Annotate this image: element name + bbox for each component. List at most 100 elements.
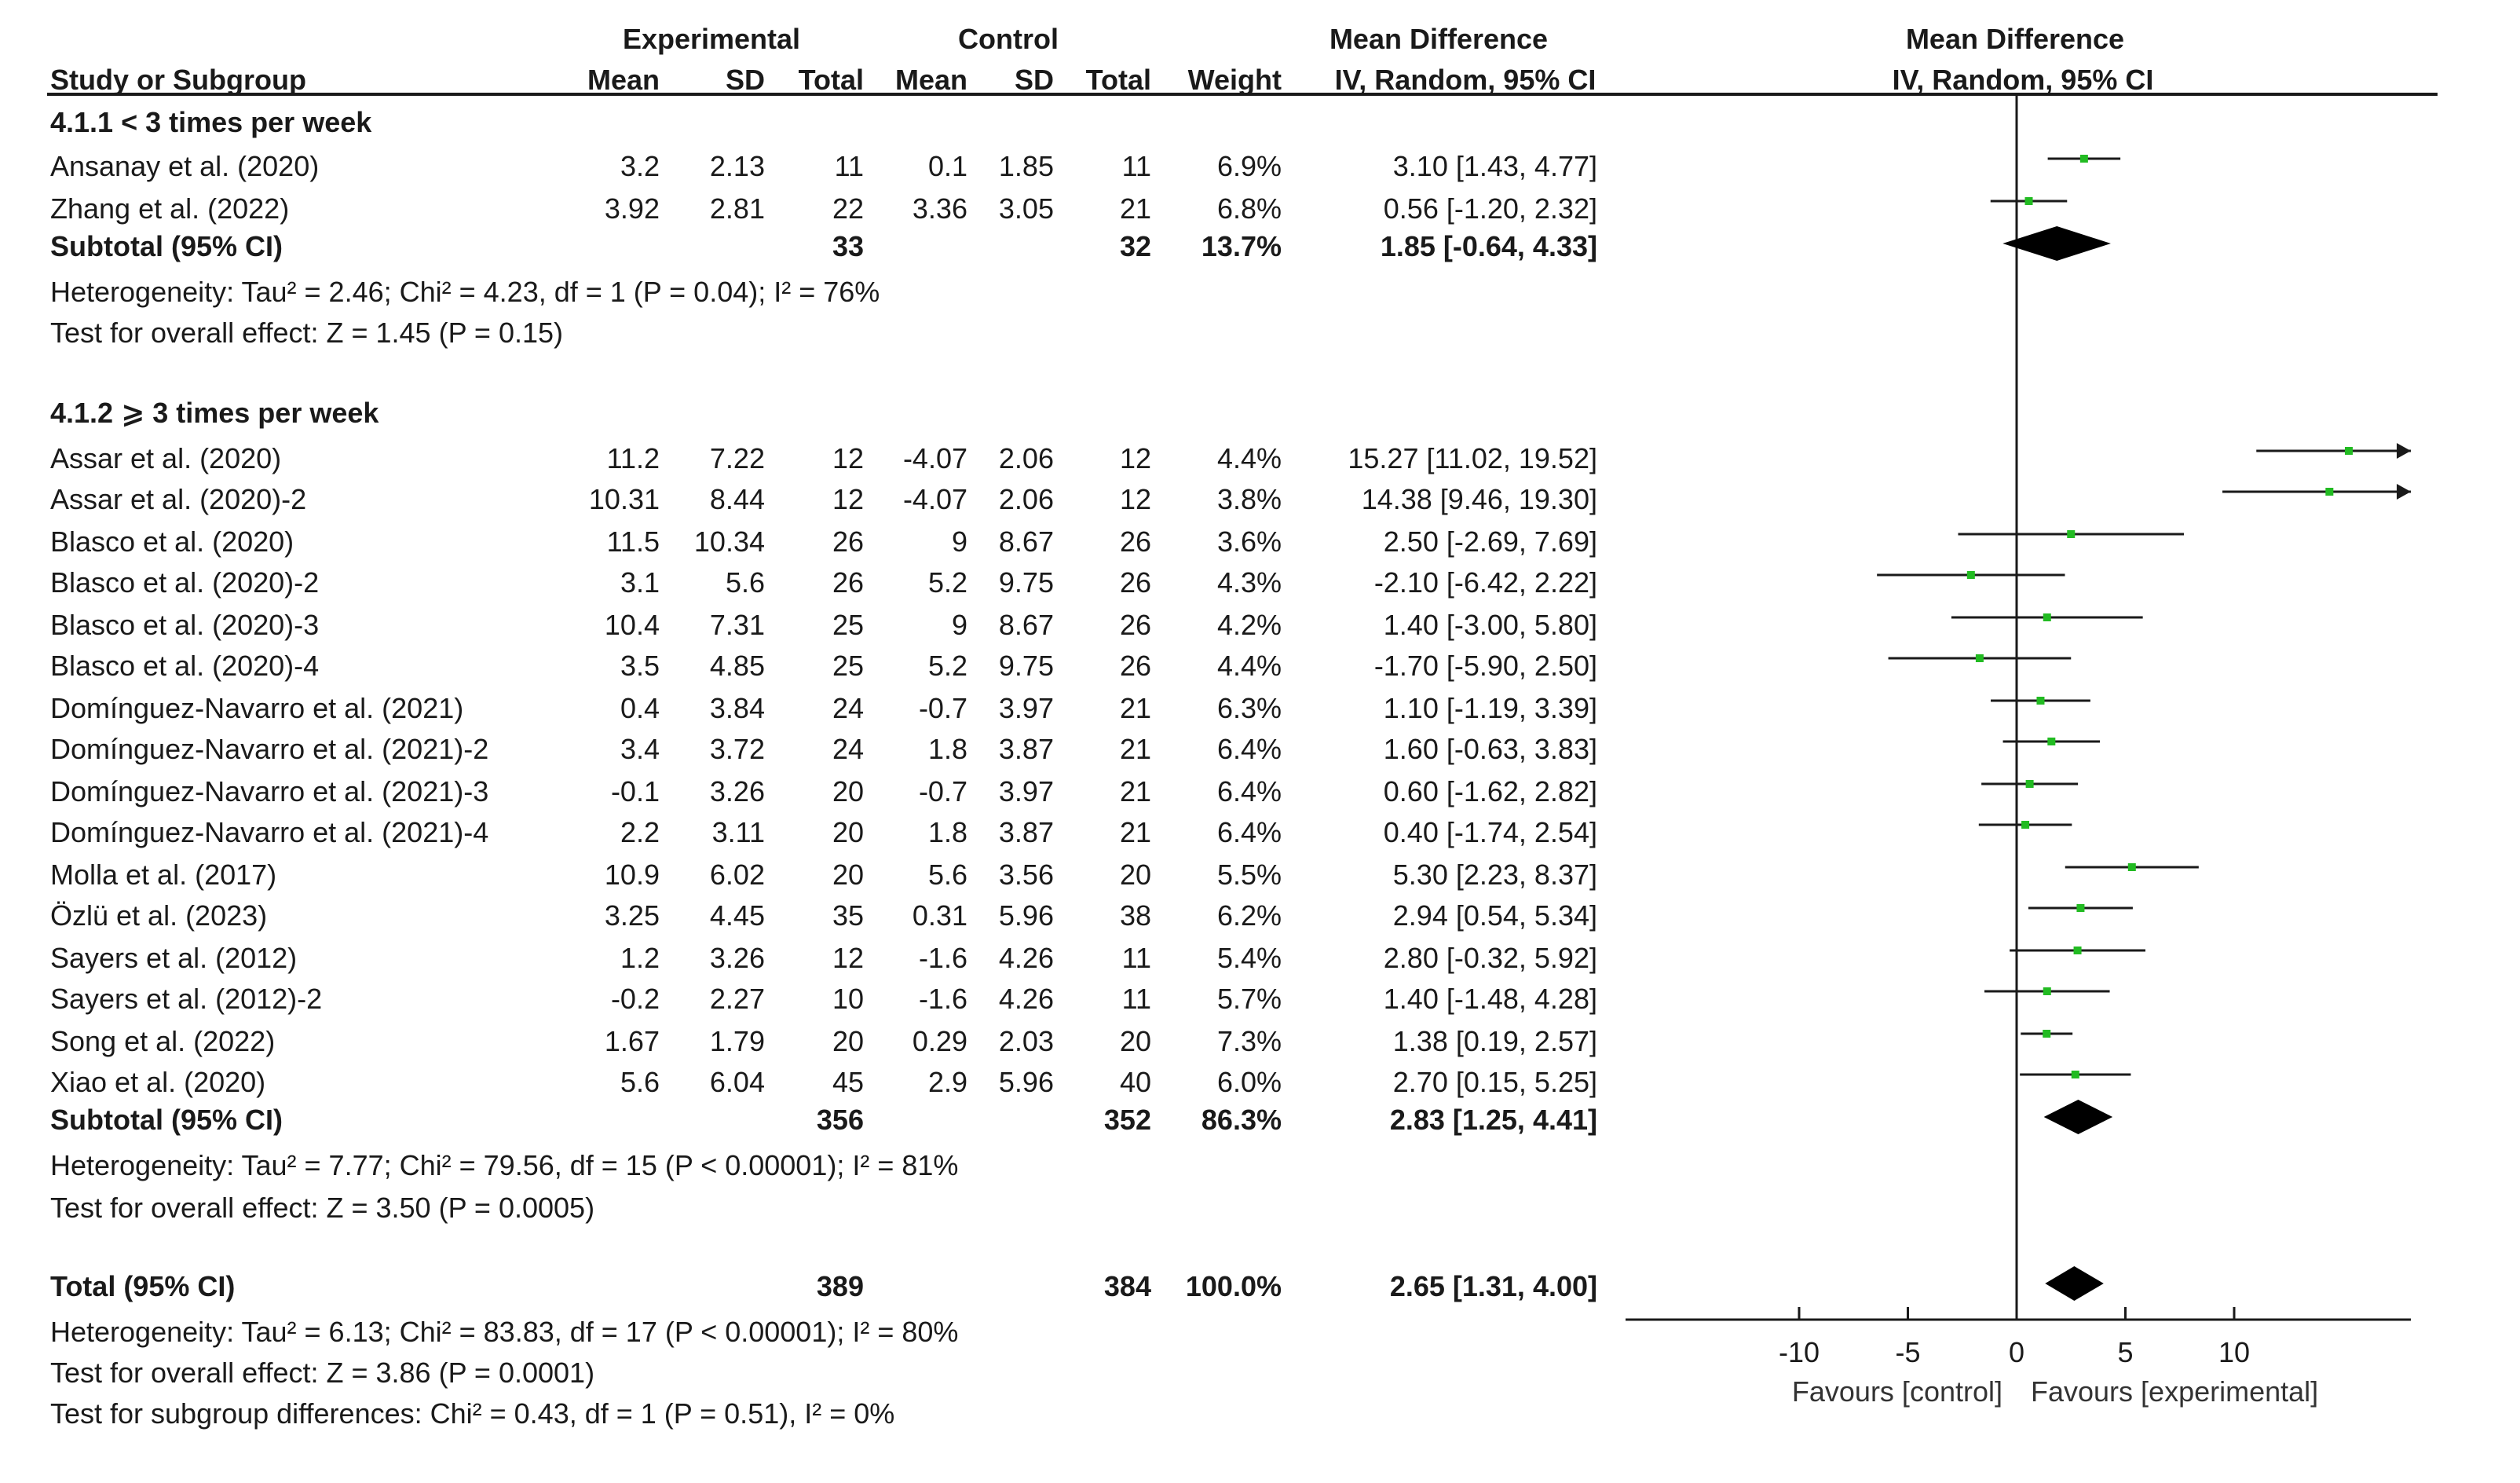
study-cell-w: 4.4% (1216, 443, 1282, 474)
study-cell-esd: 5.6 (725, 567, 765, 599)
study-point (2036, 697, 2045, 705)
x-axis-tick-label: 0 (2009, 1336, 2024, 1368)
study-cell-cm: -4.07 (902, 443, 967, 474)
study-cell-name: Domínguez-Navarro et al. (2021)-4 (50, 817, 489, 848)
study-cell-en: 20 (832, 776, 864, 807)
study-cell-en: 20 (832, 859, 864, 891)
study-cell-cm: 3.36 (912, 193, 967, 225)
study-cell-esd: 3.26 (709, 776, 765, 807)
study-cell-em: 1.67 (604, 1026, 660, 1057)
study-cell-cn: 38 (1119, 900, 1151, 932)
study-cell-en: 10 (832, 983, 864, 1015)
study-cell-en: 25 (832, 650, 864, 682)
study-cell-csd: 2.06 (998, 484, 1054, 515)
study-cell-ci: 5.30 [2.23, 8.37] (1392, 859, 1597, 891)
ci-arrow-icon (2397, 443, 2411, 459)
study-cell-name: Sayers et al. (2012) (50, 943, 298, 974)
study-cell-em: 11.5 (606, 526, 660, 558)
subgroup-overall-effect: Test for overall effect: Z = 3.50 (P = 0… (50, 1192, 595, 1224)
study-cell-name: Sayers et al. (2012)-2 (50, 983, 323, 1015)
study-cell-esd: 4.45 (709, 900, 765, 932)
study-cell-esd: 1.79 (709, 1026, 765, 1057)
study-cell-em: 0.4 (620, 693, 660, 724)
study-cell-name: Özlü et al. (2023) (50, 900, 268, 932)
study-cell-cn: 40 (1119, 1067, 1151, 1098)
study-cell-name: Blasco et al. (2020)-2 (50, 567, 320, 599)
study-cell-name: Ansanay et al. (2020) (50, 151, 320, 182)
study-cell-cn: 26 (1119, 567, 1151, 599)
study-cell-w: 6.4% (1216, 817, 1282, 848)
study-cell-esd: 2.81 (709, 193, 765, 225)
study-cell-ci: 1.38 [0.19, 2.57] (1392, 1026, 1597, 1057)
study-point (2043, 1030, 2051, 1038)
study-cell-ci: -1.70 [-5.90, 2.50] (1373, 650, 1597, 682)
study-cell-cn: 21 (1119, 693, 1151, 724)
study-cell-cn: 12 (1119, 484, 1151, 515)
study-cell-csd: 4.26 (998, 983, 1054, 1015)
study-cell-em: 11.2 (606, 443, 660, 474)
study-cell-esd: 10.34 (693, 526, 765, 558)
study-cell-esd: 4.85 (709, 650, 765, 682)
study-cell-w: 6.8% (1216, 193, 1282, 225)
study-cell-w: 3.6% (1216, 526, 1282, 558)
study-cell-cm: -1.6 (918, 983, 967, 1015)
study-cell-w: 6.4% (1216, 776, 1282, 807)
study-cell-esd: 3.11 (711, 817, 765, 848)
study-cell-csd: 3.97 (998, 693, 1054, 724)
study-point (1966, 571, 1975, 579)
study-cell-cm: -1.6 (918, 943, 967, 974)
footer-heterogeneity: Heterogeneity: Tau² = 6.13; Chi² = 83.83… (50, 1316, 959, 1348)
study-point (2043, 987, 2051, 995)
study-cell-csd: 3.97 (998, 776, 1054, 807)
study-cell-csd: 8.67 (998, 526, 1054, 558)
study-cell-cm: 1.8 (927, 817, 967, 848)
study-cell-ci: 1.10 [-1.19, 3.39] (1383, 693, 1597, 724)
study-cell-cn: 26 (1119, 650, 1151, 682)
study-cell-em: -0.1 (610, 776, 660, 807)
ci-arrow-icon (2397, 484, 2411, 500)
study-point (2043, 613, 2051, 621)
study-cell-w: 6.4% (1216, 734, 1282, 765)
study-cell-esd: 3.72 (709, 734, 765, 765)
study-cell-cm: 0.29 (912, 1026, 967, 1057)
study-cell-esd: 3.26 (709, 943, 765, 974)
study-cell-cn: 11 (1121, 943, 1151, 974)
study-point (2025, 780, 2034, 788)
footer-overall-effect: Test for overall effect: Z = 3.86 (P = 0… (50, 1357, 595, 1389)
study-cell-w: 6.2% (1216, 900, 1282, 932)
study-cell-ci: 2.80 [-0.32, 5.92] (1383, 943, 1597, 974)
subtotal-label: Subtotal (95% CI) (50, 231, 283, 262)
study-cell-en: 12 (832, 443, 864, 474)
study-cell-w: 6.9% (1216, 151, 1282, 182)
study-cell-ci: 2.94 [0.54, 5.34] (1392, 900, 1597, 932)
study-cell-name: Song et al. (2022) (50, 1026, 276, 1057)
study-cell-w: 5.4% (1216, 943, 1282, 974)
study-cell-cm: 9 (951, 610, 967, 641)
subgroup-overall-effect: Test for overall effect: Z = 1.45 (P = 0… (50, 317, 564, 349)
study-cell-ci: 0.60 [-1.62, 2.82] (1383, 776, 1597, 807)
study-cell-ci: 2.70 [0.15, 5.25] (1392, 1067, 1597, 1098)
study-cell-en: 12 (832, 943, 864, 974)
study-point (2079, 155, 2088, 163)
study-point (2071, 1071, 2079, 1078)
study-cell-name: Domínguez-Navarro et al. (2021) (50, 693, 464, 724)
study-point (2073, 947, 2082, 954)
header-md-method: IV, Random, 95% CI (1334, 64, 1596, 96)
study-cell-name: Domínguez-Navarro et al. (2021)-3 (50, 776, 489, 807)
x-axis-tick-label: -5 (1895, 1336, 1920, 1368)
study-cell-en: 35 (832, 900, 864, 932)
study-cell-name: Assar et al. (2020)-2 (50, 484, 307, 515)
subtotal-w: 13.7% (1201, 231, 1282, 262)
study-cell-ci: 0.40 [-1.74, 2.54] (1383, 817, 1597, 848)
study-cell-em: 2.2 (620, 817, 660, 848)
study-cell-w: 4.3% (1216, 567, 1282, 599)
study-point (1975, 654, 1984, 662)
study-cell-em: 1.2 (620, 943, 660, 974)
study-cell-esd: 2.13 (709, 151, 765, 182)
subgroup-title: 4.1.2 ⩾ 3 times per week (50, 397, 379, 429)
study-cell-em: 3.25 (604, 900, 660, 932)
x-axis-tick-label: -10 (1779, 1336, 1820, 1368)
study-cell-em: 3.1 (620, 567, 660, 599)
header-control: Control (958, 24, 1059, 55)
